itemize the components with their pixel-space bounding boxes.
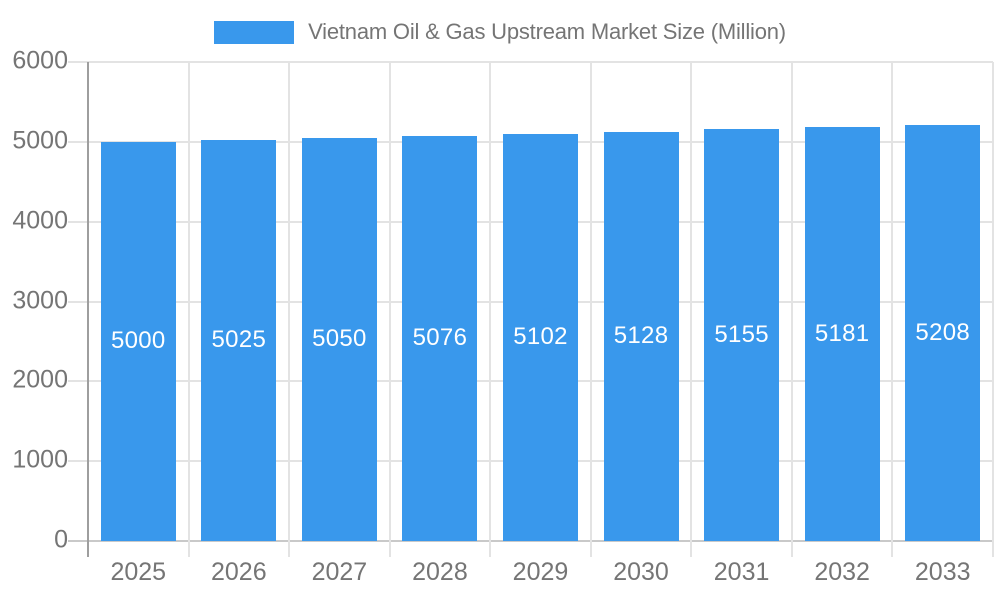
x-gridline — [187, 62, 190, 557]
bar-2026: 5025 — [201, 139, 277, 541]
bar-value-label: 5050 — [312, 325, 367, 353]
y-tick-label: 0 — [54, 525, 68, 554]
bar-value-label: 5076 — [412, 324, 468, 352]
x-tick-label: 2028 — [412, 558, 468, 586]
x-tick-label: 2025 — [110, 558, 167, 586]
x-tick-label: 2033 — [914, 558, 971, 586]
bar-value-label: 5181 — [814, 320, 870, 348]
x-tick-label: 2030 — [613, 558, 669, 586]
bar-value-label: 5102 — [513, 323, 568, 351]
bar-2033: 5208 — [905, 125, 981, 541]
y-gridline — [68, 61, 993, 63]
y-tick-label: 3000 — [12, 285, 68, 314]
y-tick-label: 2000 — [12, 365, 68, 394]
y-axis-line — [87, 62, 89, 557]
x-gridline — [388, 62, 391, 557]
bar-2027: 5050 — [301, 137, 377, 541]
chart-title: Vietnam Oil & Gas Upstream Market Size (… — [308, 19, 786, 44]
bar-value-label: 5025 — [211, 326, 267, 354]
x-tick-label: 2032 — [814, 558, 870, 586]
bar-2028: 5076 — [402, 135, 478, 541]
x-gridline — [690, 62, 693, 557]
x-tick-label: 2029 — [512, 558, 569, 586]
x-gridline — [790, 62, 793, 557]
x-tick-label: 2027 — [311, 558, 368, 586]
x-axis-labels: 2025 2026 2027 2028 2029 2030 2031 2032 2033 — [88, 558, 993, 588]
bar-2031: 5155 — [704, 129, 780, 541]
bar-2029: 5102 — [503, 133, 578, 541]
y-tick-label: 6000 — [12, 46, 68, 75]
y-axis-labels: 0 1000 2000 3000 4000 5000 6000 — [0, 46, 68, 553]
bar-value-label: 5128 — [613, 322, 669, 350]
bar-value-label: 5155 — [714, 321, 769, 349]
legend: Vietnam Oil & Gas Upstream Market Size (… — [0, 19, 1000, 45]
bar-value-label: 5208 — [915, 319, 971, 347]
x-gridline — [288, 62, 291, 557]
y-tick-label: 1000 — [12, 445, 68, 474]
x-gridline — [992, 62, 994, 557]
legend-swatch — [214, 20, 295, 44]
y-gridline — [68, 540, 993, 542]
y-tick-label: 5000 — [12, 126, 68, 155]
plot-area: 5000 5025 5050 5076 5102 5128 5155 5181 5208 — [68, 61, 994, 557]
bar-value-label: 5000 — [110, 327, 166, 355]
bar-2025: 5000 — [100, 141, 176, 541]
x-tick-label: 2026 — [211, 558, 267, 586]
x-gridline — [589, 62, 592, 557]
bar-2030: 5128 — [603, 131, 679, 541]
x-tick-label: 2031 — [713, 558, 770, 586]
x-gridline — [891, 62, 894, 557]
y-tick-label: 4000 — [12, 205, 68, 234]
x-gridline — [489, 62, 492, 557]
bar-2032: 5181 — [804, 127, 880, 541]
